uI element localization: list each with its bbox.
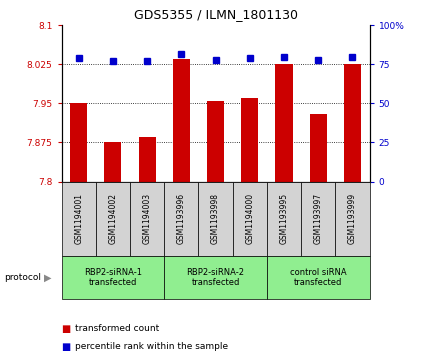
Bar bbox=[301, 182, 335, 256]
Bar bbox=[164, 256, 267, 299]
Text: GSM1194001: GSM1194001 bbox=[74, 193, 83, 244]
Text: GSM1193998: GSM1193998 bbox=[211, 193, 220, 244]
Bar bbox=[173, 59, 190, 182]
Text: GSM1193996: GSM1193996 bbox=[177, 193, 186, 244]
Text: GSM1193995: GSM1193995 bbox=[279, 193, 289, 244]
Bar bbox=[139, 137, 156, 182]
Bar bbox=[130, 182, 164, 256]
Title: GDS5355 / ILMN_1801130: GDS5355 / ILMN_1801130 bbox=[134, 8, 297, 21]
Bar bbox=[241, 98, 258, 182]
Text: protocol: protocol bbox=[4, 273, 41, 282]
Bar bbox=[310, 114, 327, 182]
Bar bbox=[62, 256, 164, 299]
Text: ■: ■ bbox=[62, 342, 71, 352]
Bar bbox=[207, 101, 224, 182]
Bar bbox=[267, 182, 301, 256]
Bar bbox=[164, 182, 198, 256]
Text: control siRNA
transfected: control siRNA transfected bbox=[290, 268, 347, 287]
Text: ■: ■ bbox=[62, 323, 71, 334]
Bar bbox=[335, 182, 370, 256]
Bar bbox=[233, 182, 267, 256]
Text: GSM1194003: GSM1194003 bbox=[143, 193, 152, 244]
Bar bbox=[344, 64, 361, 182]
Bar bbox=[96, 182, 130, 256]
Text: GSM1193997: GSM1193997 bbox=[314, 193, 323, 244]
Text: transformed count: transformed count bbox=[75, 324, 159, 333]
Bar bbox=[70, 103, 87, 182]
Bar bbox=[275, 64, 293, 182]
Text: GSM1194000: GSM1194000 bbox=[246, 193, 254, 244]
Bar bbox=[104, 142, 121, 182]
Text: RBP2-siRNA-2
transfected: RBP2-siRNA-2 transfected bbox=[187, 268, 245, 287]
Bar bbox=[62, 182, 96, 256]
Text: GSM1194002: GSM1194002 bbox=[108, 193, 117, 244]
Bar bbox=[198, 182, 233, 256]
Text: percentile rank within the sample: percentile rank within the sample bbox=[75, 342, 228, 351]
Text: ▶: ▶ bbox=[44, 273, 51, 283]
Text: GSM1193999: GSM1193999 bbox=[348, 193, 357, 244]
Bar bbox=[267, 256, 370, 299]
Text: RBP2-siRNA-1
transfected: RBP2-siRNA-1 transfected bbox=[84, 268, 142, 287]
